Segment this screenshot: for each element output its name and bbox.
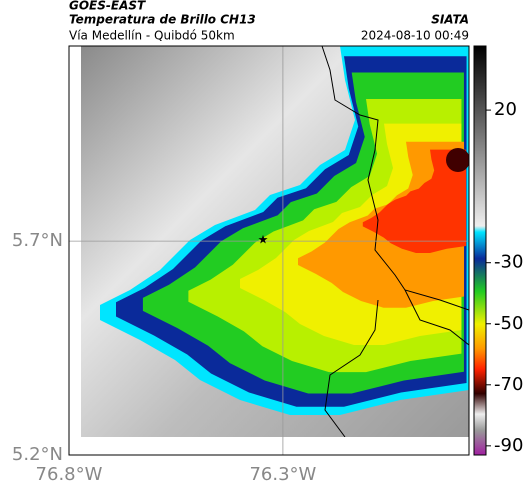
satellite-image	[81, 46, 469, 437]
colorbar-tick-label: 20	[494, 99, 517, 120]
lat-tick-label: 5.2°N	[12, 444, 63, 465]
location-star: ★	[258, 233, 269, 247]
source: GOES-EAST	[69, 0, 146, 13]
lat-tick-label: 5.7°N	[12, 230, 63, 251]
title: Temperatura de Brillo CH13	[69, 13, 256, 27]
timestamp: 2024-08-10 00:49	[361, 29, 469, 43]
lon-tick-label: 76.8°W	[36, 464, 103, 485]
lon-tick-label: 76.3°W	[249, 464, 316, 485]
colorbar-tick-label: -30	[494, 252, 523, 273]
map-frame	[68, 45, 470, 456]
colorbar-tick-label: -90	[494, 435, 523, 456]
subtitle: Vía Medellín - Quibdó 50km	[69, 29, 235, 43]
colorbar-tick-label: -50	[494, 313, 523, 334]
colorbar	[473, 45, 487, 456]
org: SIATA	[431, 13, 469, 27]
colorbar-tick-label: -70	[494, 374, 523, 395]
